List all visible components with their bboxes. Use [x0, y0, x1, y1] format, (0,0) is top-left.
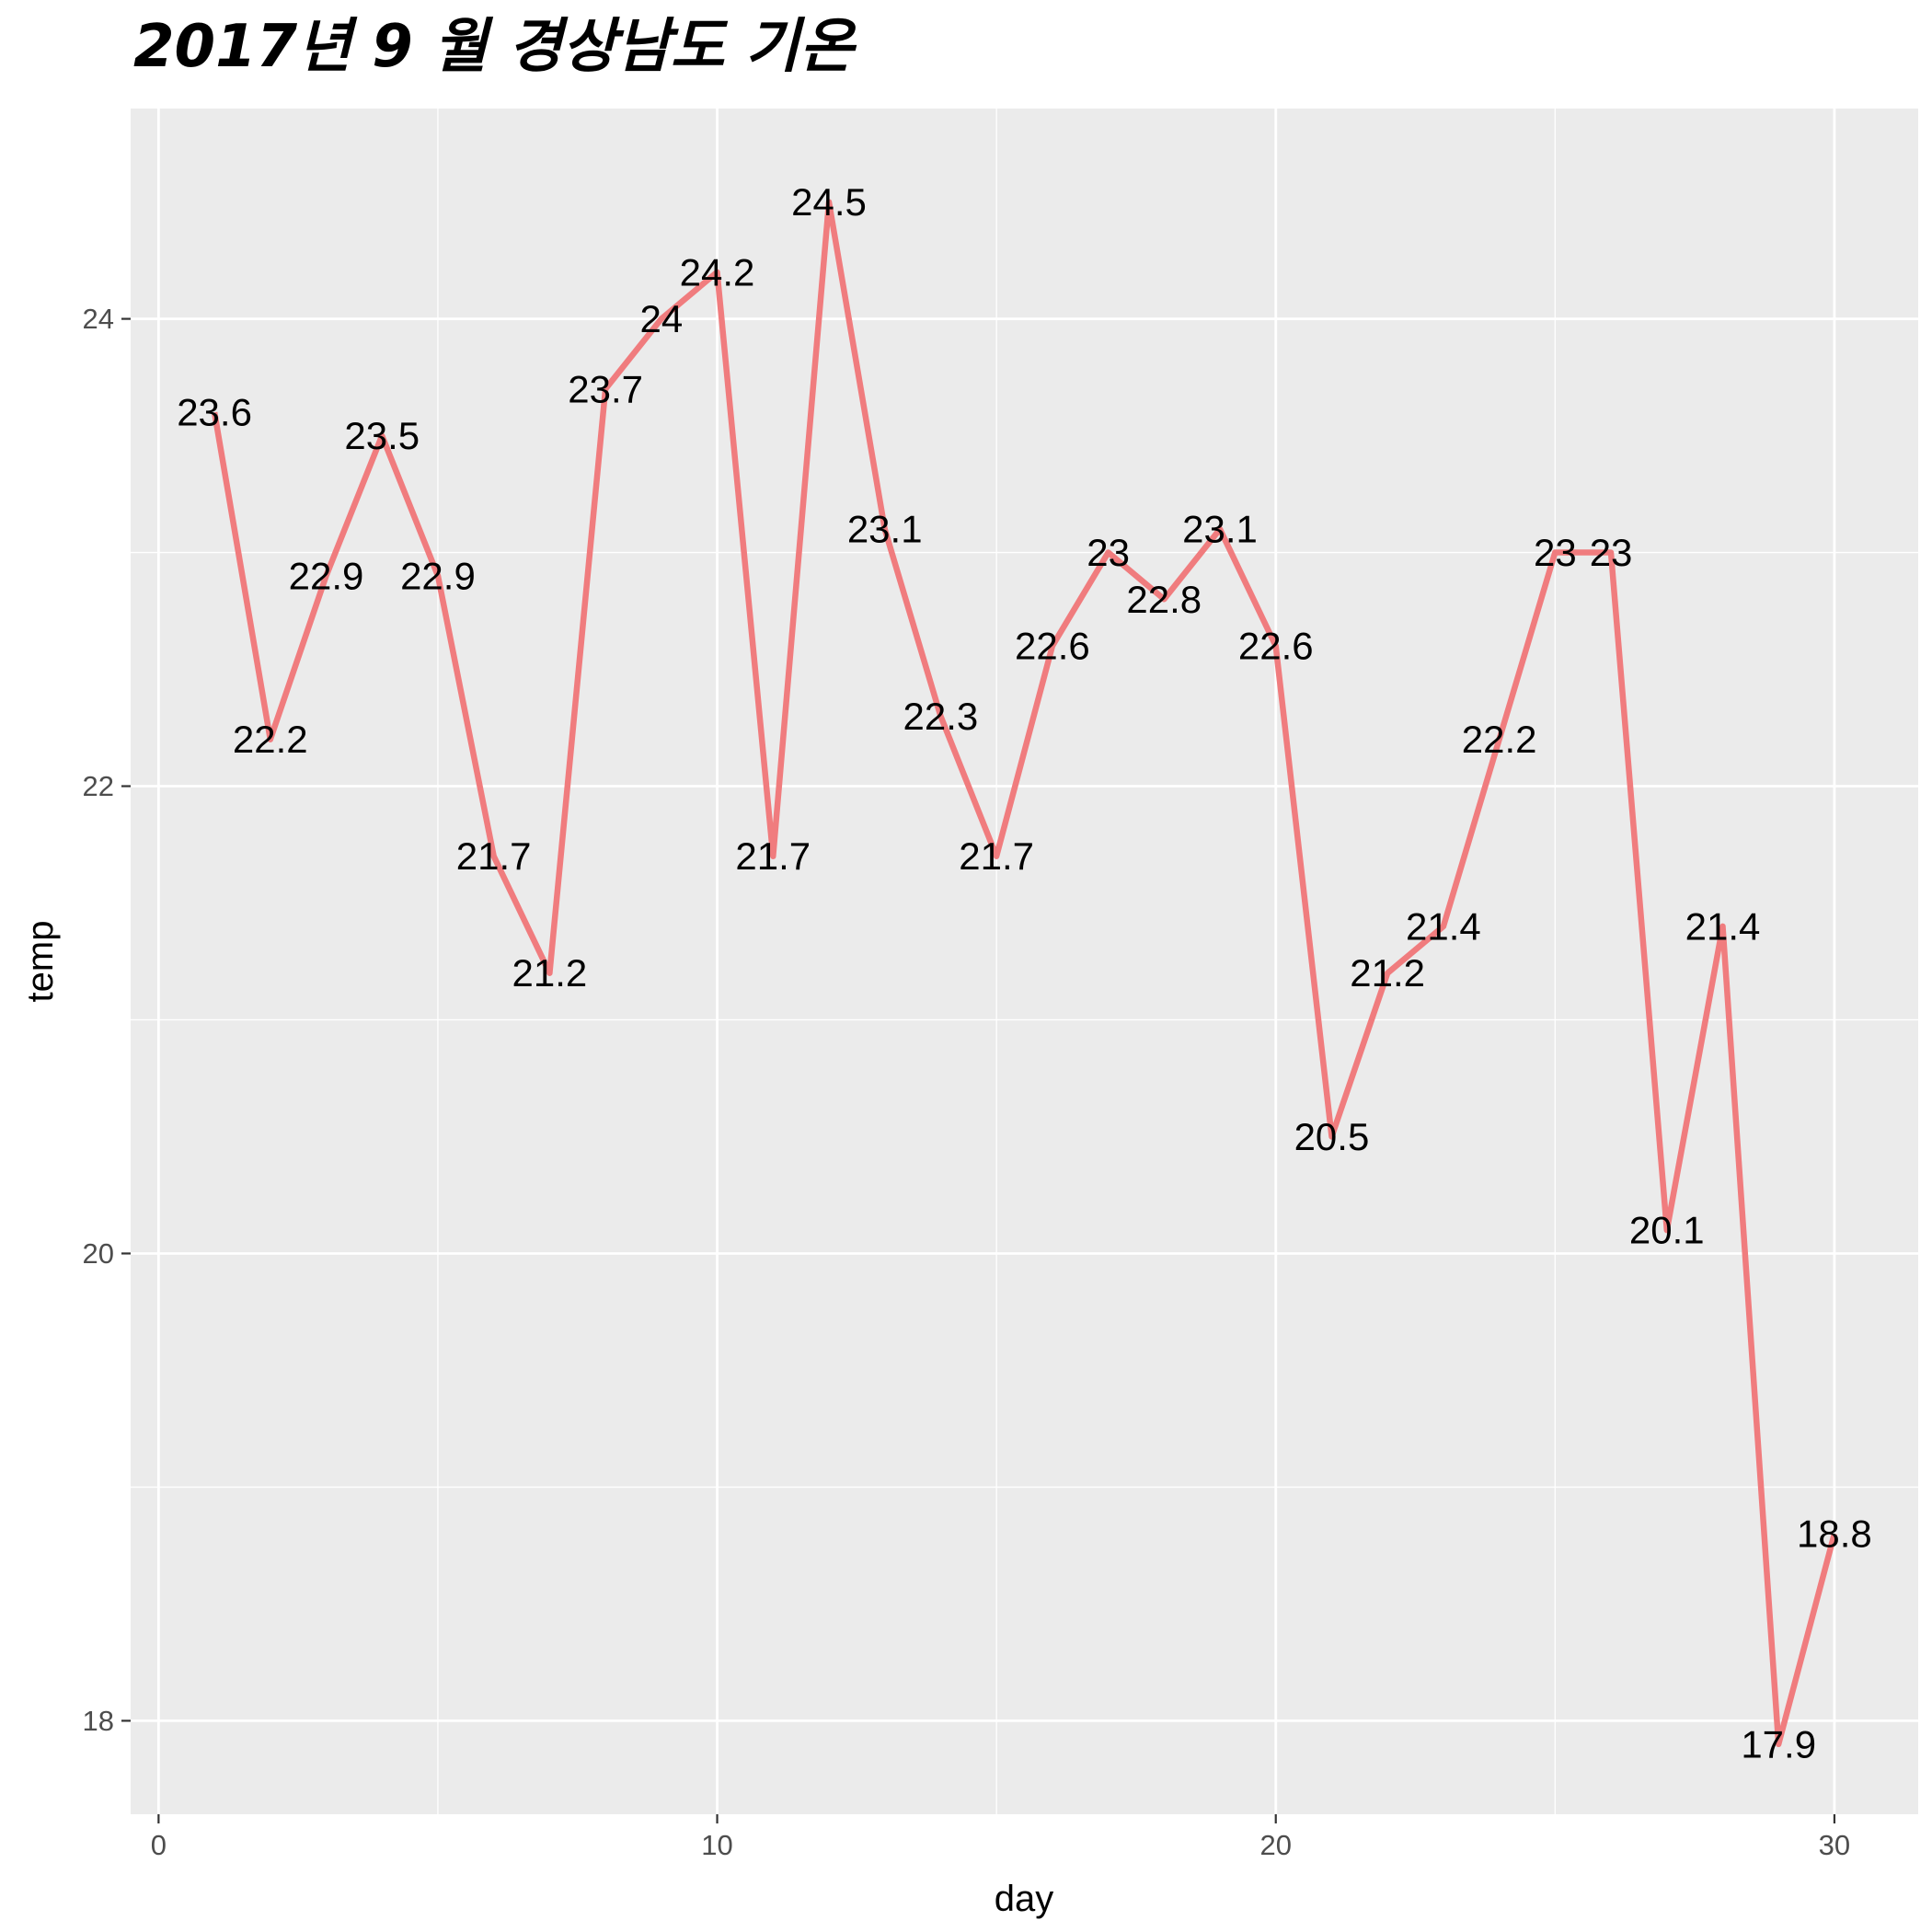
- data-label: 24.5: [791, 180, 867, 224]
- data-label: 23.6: [177, 391, 252, 434]
- plot-panel: [131, 109, 1918, 1814]
- data-label: 21.4: [1685, 904, 1761, 948]
- x-tick-label: 20: [1259, 1829, 1291, 1861]
- y-axis: 18 20 22 24: [83, 303, 131, 1737]
- x-tick-label: 0: [151, 1829, 167, 1861]
- data-label: 22.9: [289, 554, 364, 597]
- temperature-line: [211, 199, 1838, 1748]
- y-tick-label: 20: [83, 1237, 114, 1270]
- data-label: 21.2: [1350, 951, 1425, 995]
- data-label: 18.8: [1797, 1512, 1872, 1556]
- data-label: 22.8: [1126, 578, 1202, 621]
- data-label: 24: [639, 297, 683, 340]
- y-tick-label: 18: [83, 1705, 114, 1737]
- data-label: 23: [1087, 531, 1130, 574]
- data-label: 21.7: [456, 834, 532, 878]
- chart-title: 2017년 9 월 경상남도 기온: [133, 13, 857, 81]
- data-label: 20.5: [1294, 1115, 1370, 1158]
- y-tick-label: 24: [83, 303, 114, 335]
- data-label: 22.2: [1462, 718, 1537, 761]
- data-label: 21.2: [512, 951, 588, 995]
- data-label: 22.3: [903, 695, 979, 738]
- y-tick-label: 22: [83, 770, 114, 802]
- data-label: 21.7: [959, 834, 1034, 878]
- data-label: 24.2: [680, 250, 755, 293]
- major-gridlines: [131, 109, 1918, 1814]
- data-label: 21.7: [735, 834, 811, 878]
- y-axis-title: temp: [20, 921, 61, 1003]
- data-label: 23.5: [344, 414, 420, 457]
- x-tick-label: 30: [1819, 1829, 1850, 1861]
- x-tick-label: 10: [701, 1829, 732, 1861]
- data-label: 21.4: [1406, 904, 1481, 948]
- data-label: 20.1: [1629, 1209, 1705, 1252]
- data-label: 23.1: [847, 508, 923, 551]
- data-label: 22.9: [400, 554, 476, 597]
- data-label: 23: [1534, 531, 1577, 574]
- series-group: [211, 199, 1838, 1748]
- x-axis: 0 10 20 30: [151, 1814, 1850, 1861]
- data-label: 23.7: [568, 367, 643, 410]
- data-label: 22.6: [1015, 625, 1090, 668]
- x-axis-title: day: [995, 1879, 1054, 1919]
- data-label: 22.2: [233, 718, 308, 761]
- data-label: 17.9: [1741, 1722, 1816, 1765]
- data-label: 22.6: [1238, 625, 1314, 668]
- data-label: 23.1: [1182, 508, 1258, 551]
- data-label: 23: [1590, 531, 1633, 574]
